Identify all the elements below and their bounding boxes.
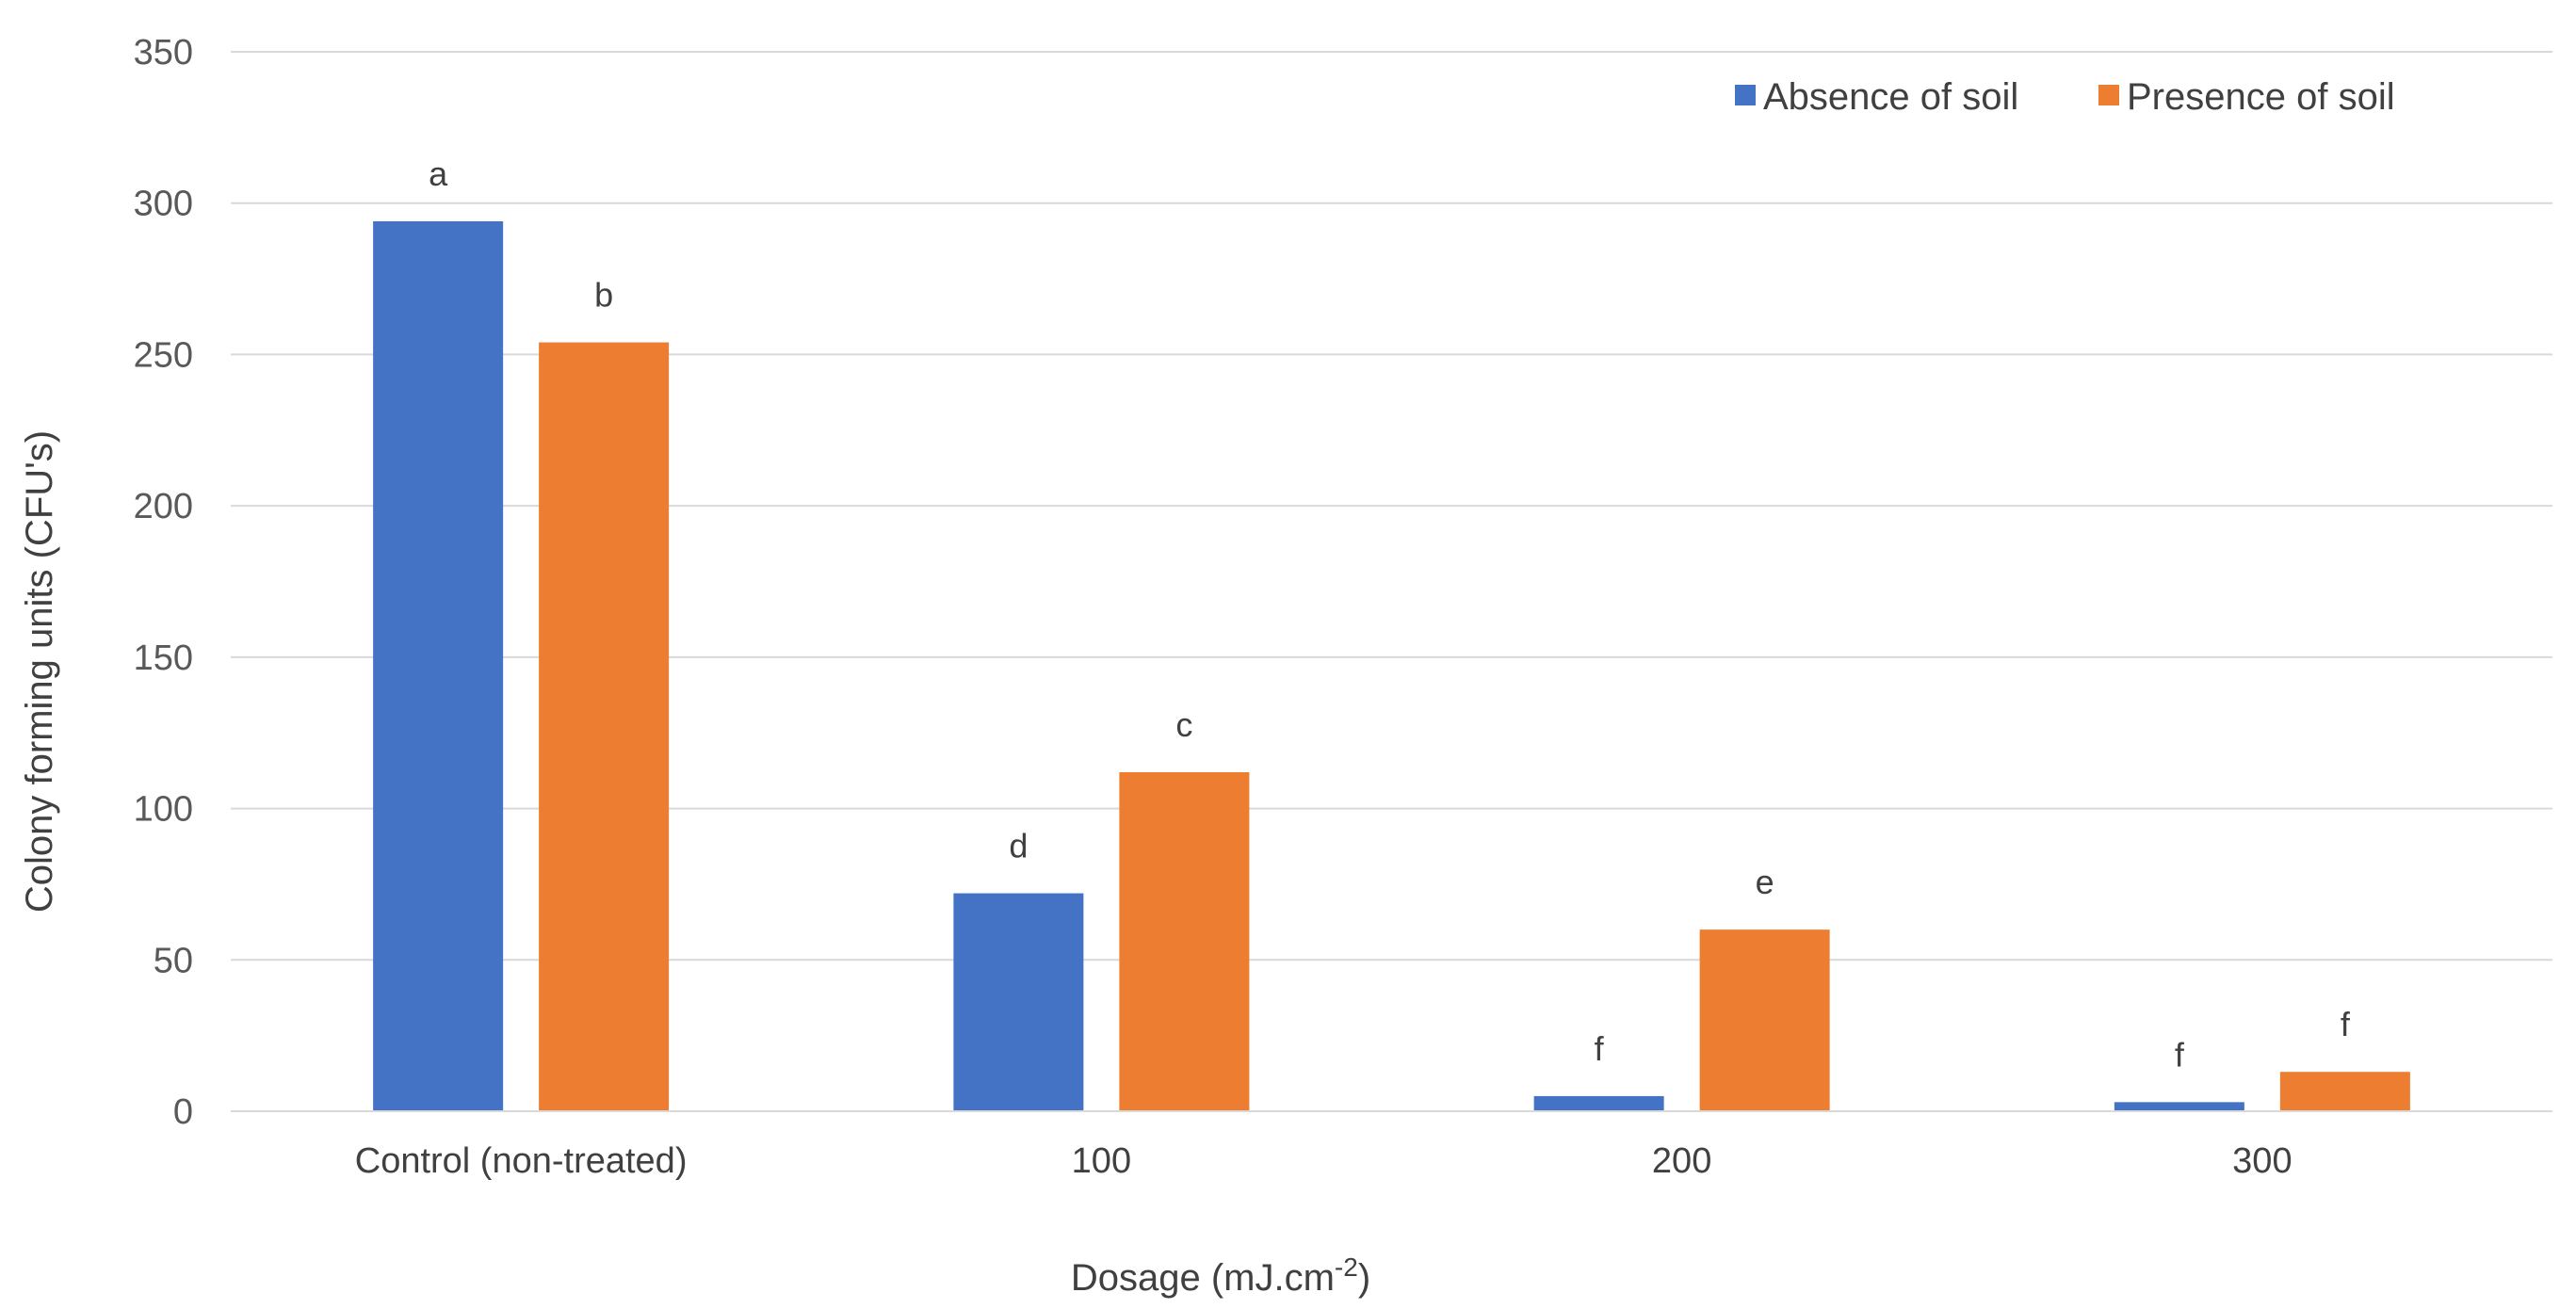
legend: Absence of soil Presence of soil <box>1735 76 2395 118</box>
bar-absence-0 <box>373 221 504 1111</box>
x-tick-label: 300 <box>2232 1141 2292 1181</box>
y-axis-title: Colony forming units (CFU's) <box>19 430 60 913</box>
legend-swatch-presence <box>2098 85 2119 105</box>
bar-presence-2 <box>1699 929 1830 1111</box>
y-axis-ticks: 0 50 100 150 200 250 300 350 <box>134 33 193 1132</box>
bar-absence-2 <box>1533 1095 1664 1111</box>
y-tick-label: 300 <box>134 185 193 224</box>
x-axis-categories: Control (non-treated) 100 200 300 <box>355 1141 2292 1181</box>
x-tick-label: 200 <box>1652 1141 1711 1181</box>
legend-swatch-absence <box>1735 85 1756 105</box>
y-tick-label: 150 <box>134 638 193 678</box>
legend-item-absence: Absence of soil <box>1735 76 2018 118</box>
legend-item-presence: Presence of soil <box>2098 76 2395 118</box>
bar-presence-1 <box>1119 772 1250 1111</box>
x-tick-label: 100 <box>1072 1141 1131 1181</box>
bar-presence-0 <box>539 342 670 1112</box>
bar-presence-3 <box>2279 1072 2410 1111</box>
data-label: d <box>1009 827 1028 865</box>
data-labels: a b d c f e f f <box>429 154 2351 1074</box>
y-tick-label: 200 <box>134 487 193 526</box>
data-label: f <box>1595 1029 1605 1068</box>
data-label: f <box>2175 1035 2185 1074</box>
y-tick-label: 350 <box>134 33 193 73</box>
x-tick-label: Control (non-treated) <box>355 1141 688 1181</box>
data-label: a <box>429 154 448 193</box>
data-label: f <box>2341 1005 2351 1043</box>
y-tick-label: 0 <box>173 1092 193 1132</box>
data-label: c <box>1175 705 1192 744</box>
bar-absence-1 <box>953 893 1084 1111</box>
bars <box>373 221 2410 1112</box>
data-label: e <box>1756 863 1774 901</box>
bar-absence-3 <box>2114 1102 2244 1111</box>
data-label: b <box>594 276 613 315</box>
legend-label-absence: Absence of soil <box>1763 76 2018 118</box>
y-tick-label: 100 <box>134 790 193 830</box>
y-tick-label: 50 <box>154 941 193 980</box>
x-axis-title: Dosage (mJ.cm-2) <box>1071 1252 1370 1300</box>
y-tick-label: 250 <box>134 335 193 375</box>
legend-label-presence: Presence of soil <box>2127 76 2395 118</box>
